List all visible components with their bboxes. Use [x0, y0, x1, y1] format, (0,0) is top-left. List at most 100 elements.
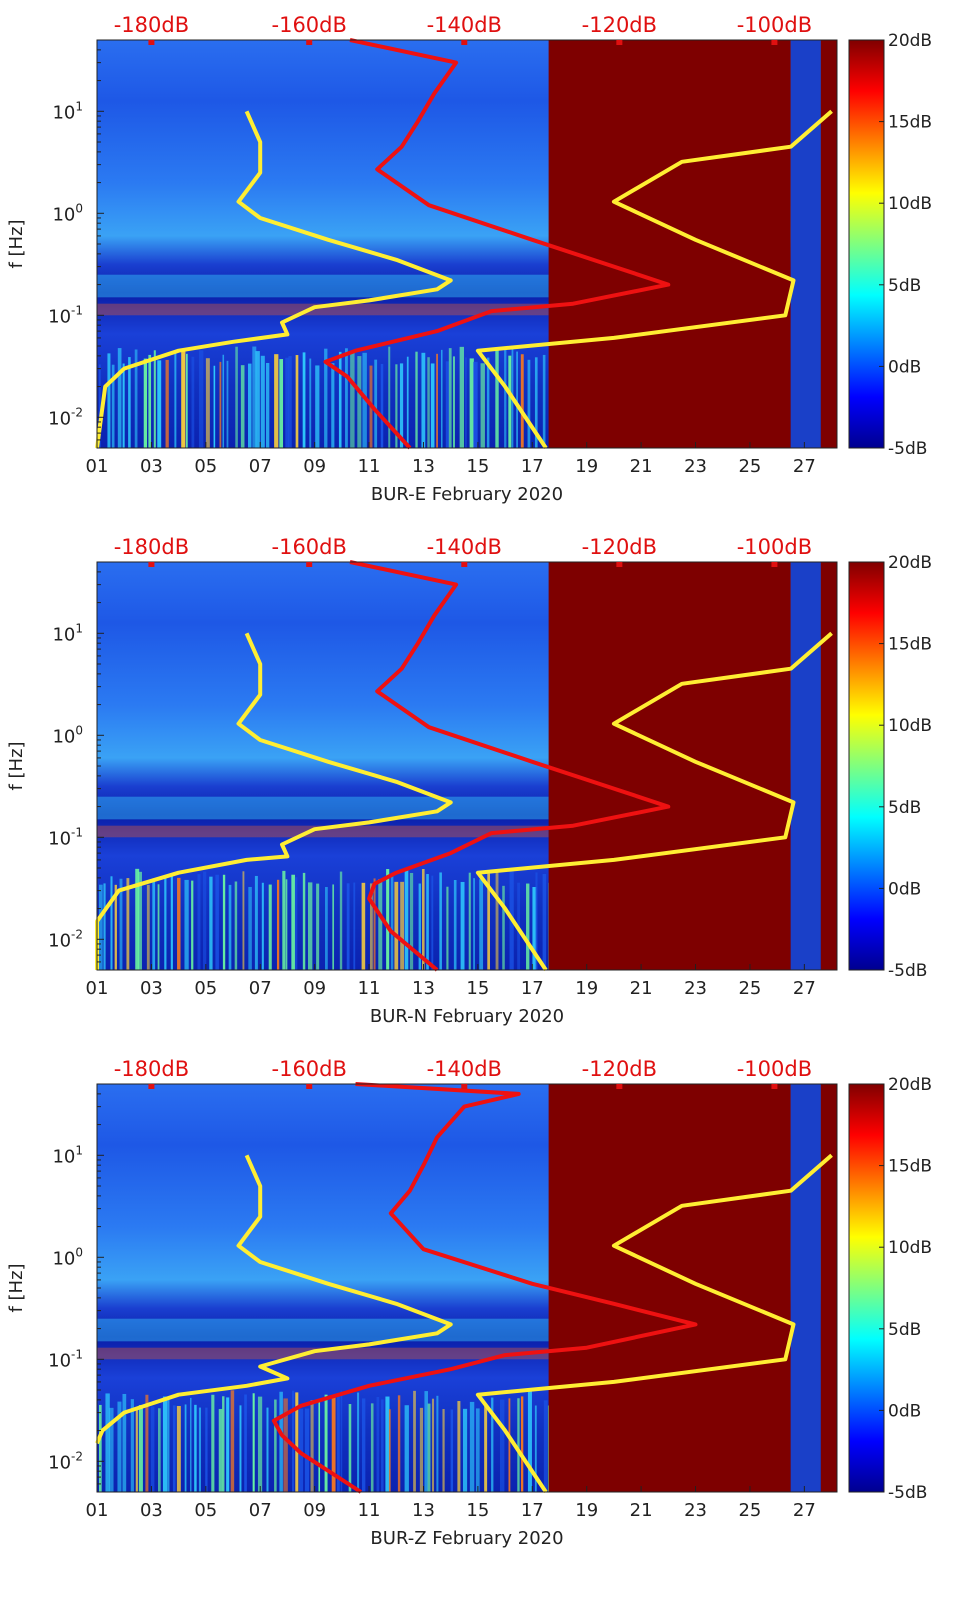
noise-streak: [191, 880, 194, 970]
noise-streak: [468, 872, 471, 970]
top-axis-tick: [771, 562, 778, 567]
top-axis-tick: [771, 1084, 778, 1089]
noise-streak: [479, 879, 484, 970]
late-data-strip: [790, 1084, 821, 1492]
y-axis-label: f [Hz]: [6, 741, 27, 790]
y-tick-label: 10-1: [48, 303, 83, 327]
noise-streak: [446, 886, 449, 970]
noise-streak: [373, 878, 376, 970]
noise-streak: [473, 361, 478, 448]
noise-streak: [431, 1398, 435, 1492]
noise-streak: [138, 871, 142, 970]
noise-streak: [298, 1408, 304, 1492]
noise-streak: [288, 356, 292, 448]
noise-streak: [520, 354, 524, 448]
noise-streak: [203, 871, 207, 970]
x-axis-label: BUR-E February 2020: [371, 484, 563, 505]
noise-streak: [105, 1393, 110, 1492]
x-tick-label: 23: [684, 978, 707, 999]
noise-streak: [145, 1394, 149, 1492]
noise-streak: [388, 1409, 391, 1492]
noise-model-red-line: [271, 1082, 698, 1494]
panel-bur-e: 01 03 05 07 09 11 13 15 17 19 21 23 25 27 BUR-E Februa…: [6, 13, 932, 505]
noise-streak: [274, 1399, 277, 1492]
noise-streak: [191, 356, 195, 448]
colorbar-tick-label: 5dB: [888, 1320, 921, 1340]
noise-streak: [325, 886, 328, 970]
y-tick-label: 100: [52, 723, 83, 747]
top-axis-tick: [616, 40, 623, 45]
noise-streak: [184, 1404, 187, 1492]
noise-streak: [361, 882, 366, 970]
x-tick-label: 13: [412, 978, 435, 999]
noise-streak: [346, 883, 350, 970]
microseism-band-hot: [97, 303, 549, 316]
noise-streak: [534, 1405, 537, 1492]
noise-streak: [198, 350, 204, 448]
colorbar-tick-label: -5dB: [888, 1483, 927, 1503]
noise-streak: [453, 879, 457, 970]
noise-streak: [457, 1401, 461, 1492]
noise-streak: [302, 352, 306, 448]
noise-streak: [138, 1405, 143, 1492]
noise-streak: [331, 363, 335, 448]
noise-streak: [370, 1403, 374, 1492]
noise-streak: [445, 361, 449, 448]
top-axis-tick: [616, 1084, 623, 1089]
colorbar-tick-label: 0dB: [888, 879, 921, 899]
top-axis-label: -100dB: [737, 1057, 812, 1081]
noise-streak: [426, 874, 429, 970]
noise-streak: [399, 363, 404, 448]
colorbar-tick-label: 5dB: [888, 276, 921, 296]
data-gap-end: [820, 562, 837, 970]
x-tick-label: 27: [793, 1500, 816, 1521]
noise-streak: [242, 871, 245, 970]
noise-streak: [486, 357, 490, 448]
noise-streak: [409, 872, 414, 970]
x-tick-label: 19: [575, 456, 598, 477]
x-tick-label: 01: [86, 456, 109, 477]
noise-streak: [248, 886, 252, 970]
noise-streak: [128, 357, 131, 448]
noise-streak: [388, 346, 391, 448]
x-tick-label: 25: [738, 978, 761, 999]
noise-streak: [122, 1393, 127, 1492]
noise-streak: [294, 877, 298, 970]
noise-streak: [252, 346, 257, 448]
noise-streak: [285, 879, 288, 970]
noise-streak: [345, 348, 348, 448]
noise-streak: [504, 347, 507, 448]
microseism-band: [97, 1318, 549, 1342]
noise-streak: [252, 1393, 255, 1492]
noise-streak: [495, 871, 499, 970]
noise-streak: [304, 1408, 310, 1492]
noise-streak: [222, 1396, 225, 1492]
noise-streak: [134, 349, 138, 448]
noise-streak: [150, 1406, 155, 1492]
panel-bur-n: 01 03 05 07 09 11 13 15 17 19 21 23 25 27 BUR-N Februa…: [6, 535, 932, 1027]
colorbar-tick-label: 10dB: [888, 716, 932, 736]
noise-streak: [209, 876, 213, 970]
x-tick-label: 03: [140, 1500, 163, 1521]
x-tick-label: 07: [249, 1500, 272, 1521]
noise-streak: [340, 1390, 343, 1492]
noise-streak: [421, 352, 426, 448]
noise-streak: [310, 1400, 314, 1492]
noise-streak: [441, 349, 443, 448]
x-tick-label: 05: [194, 978, 217, 999]
noise-streak: [295, 1392, 299, 1492]
top-axis-label: -140dB: [427, 13, 502, 37]
noise-streak: [164, 878, 167, 970]
x-tick-label: 03: [140, 978, 163, 999]
top-axis-tick: [148, 562, 155, 567]
noise-streak: [315, 365, 320, 448]
noise-streak: [394, 881, 399, 970]
noise-streak: [436, 353, 438, 448]
x-tick-label: 23: [684, 456, 707, 477]
x-tick-label: 21: [630, 456, 653, 477]
colorbar-tick-label: 20dB: [888, 31, 932, 51]
noise-streak: [285, 357, 290, 448]
colorbar-tick-label: 15dB: [888, 1157, 932, 1177]
noise-streak: [103, 883, 106, 970]
noise-streak: [260, 355, 265, 448]
